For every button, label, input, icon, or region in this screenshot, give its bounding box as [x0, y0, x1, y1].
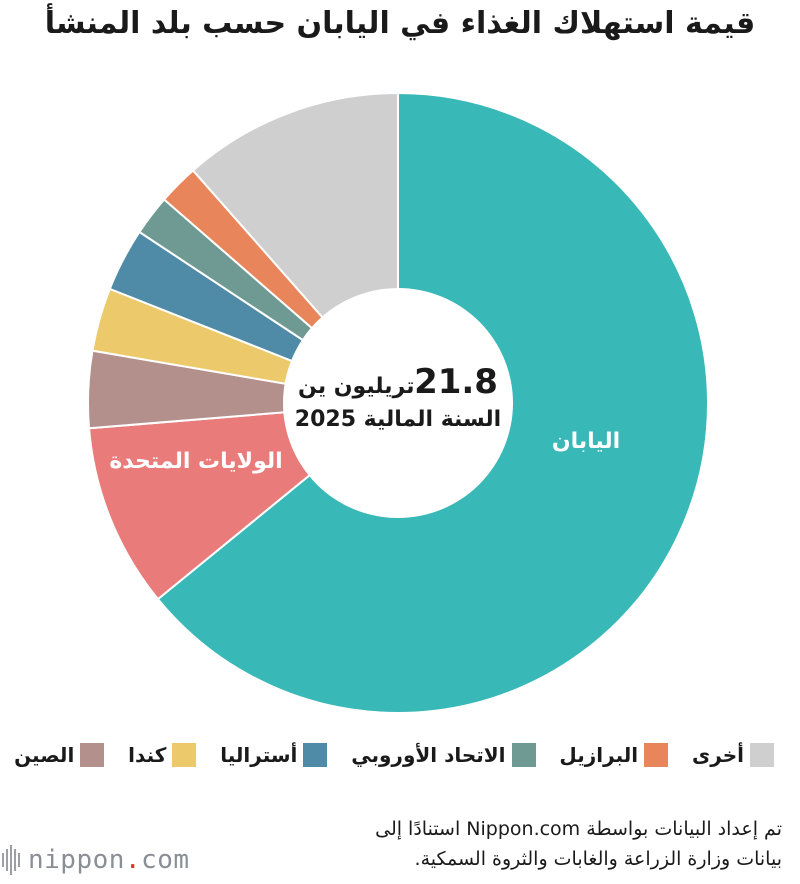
center-period: السنة المالية 2025 — [295, 407, 501, 432]
legend-item-4: البرازيل — [559, 743, 669, 767]
legend-label: الصين — [14, 743, 75, 767]
legend-label: أخرى — [691, 743, 744, 767]
chart-legend: الصين كندا أستراليا الاتحاد الأوروبي البرازي… — [14, 738, 774, 772]
center-label: 21.8 تريليون ين السنة المالية 2025 — [295, 362, 501, 432]
slice-labels: اليابان الولايات المتحدة — [109, 429, 620, 474]
source-line-2: بيانات وزارة الزراعة والغابات والثروة ال… — [414, 848, 782, 870]
legend-swatch — [172, 743, 197, 767]
slice-label-0: اليابان — [552, 429, 620, 454]
logo-dot: . — [124, 845, 142, 875]
legend-swatch — [644, 743, 669, 767]
donut-hole — [283, 288, 513, 518]
source-line-1: تم إعداد البيانات بواسطة Nippon.com استن… — [375, 818, 782, 840]
legend-item-1: كندا — [128, 743, 197, 767]
center-value: 21.8 — [414, 362, 498, 402]
legend-label: البرازيل — [559, 743, 639, 767]
legend-item-5: أخرى — [692, 743, 774, 767]
slice-label-1: الولايات المتحدة — [109, 449, 282, 474]
center-unit: تريليون ين — [298, 374, 414, 399]
source-note: تم إعداد البيانات بواسطة Nippon.com استن… — [222, 814, 782, 874]
legend-label: أستراليا — [220, 743, 298, 767]
legend-swatch — [303, 743, 328, 767]
legend-item-2: أستراليا — [220, 743, 328, 767]
svg-text:21.8 تريليون ين: 21.8 تريليون ين — [298, 362, 498, 402]
logo-mark-icon — [2, 845, 20, 875]
logo-suffix: com — [141, 845, 190, 875]
logo-name: nippon — [28, 845, 125, 875]
legend-swatch — [511, 743, 536, 767]
chart-title: قيمة استهلاك الغذاء في اليابان حسب بلد ا… — [44, 6, 756, 41]
legend-swatch — [80, 743, 105, 767]
legend-swatch — [750, 743, 774, 767]
legend-label: الاتحاد الأوروبي — [351, 743, 506, 767]
legend-label: كندا — [128, 743, 167, 767]
legend-item-3: الاتحاد الأوروبي — [351, 743, 536, 767]
legend-item-0: الصين — [14, 743, 105, 767]
nippon-logo: nippon.com — [2, 840, 190, 880]
donut-chart: اليابان الولايات المتحدة 21.8 تريليون ين … — [87, 91, 709, 714]
